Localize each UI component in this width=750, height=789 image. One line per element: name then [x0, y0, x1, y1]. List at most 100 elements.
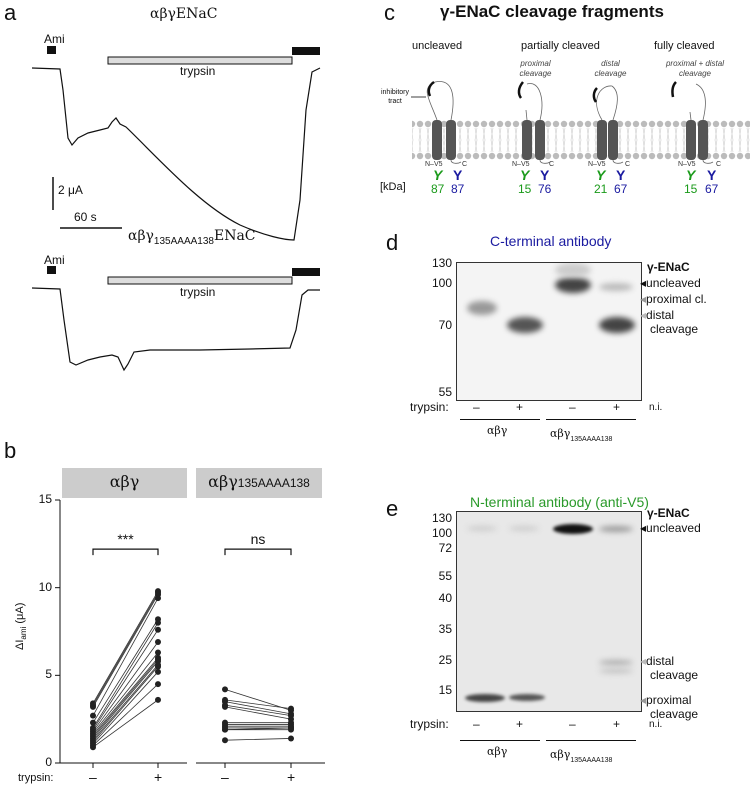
point-untreated	[90, 719, 96, 726]
state-fully-cleaved: fully cleaved	[654, 40, 715, 52]
lane-e-1: –	[473, 717, 480, 731]
point-trypsin	[288, 719, 294, 726]
trypsin-label-1: trypsin	[180, 64, 216, 78]
ladder-d-70: 70	[438, 318, 452, 332]
y-label-main: ΔI	[14, 639, 26, 650]
band-e-lane4-distal	[599, 660, 633, 665]
ladder-e-55: 55	[438, 569, 452, 583]
group-d-line-1	[460, 419, 540, 420]
point-trypsin	[288, 721, 294, 728]
ladder-e-72: 72	[438, 541, 452, 555]
point-untreated	[222, 726, 228, 733]
cterm-label: C	[625, 161, 631, 168]
kda-c-value: 76	[538, 182, 552, 196]
cterm-label: C	[549, 161, 555, 168]
point-untreated	[222, 719, 228, 726]
group-header-mutant-main: αβγ	[208, 472, 238, 491]
lane-d-1: –	[473, 400, 480, 414]
pair-line	[92, 622, 159, 729]
point-untreated	[222, 724, 228, 731]
point-trypsin	[288, 735, 294, 742]
group-e-label-2-main: αβγ	[550, 748, 571, 761]
label-d-uncleaved-text: uncleaved	[646, 276, 701, 290]
v5-antibody-icon: Y	[686, 167, 696, 183]
x-tick-label: +	[287, 769, 296, 785]
cterm-label: C	[462, 161, 468, 168]
point-untreated	[222, 726, 228, 733]
trace1-title: αβγENaC	[150, 6, 218, 22]
lane-d-ni: n.i.	[649, 402, 663, 413]
group-d-label-1: αβγ	[487, 424, 508, 437]
pair-line	[224, 701, 292, 715]
point-trypsin	[155, 654, 161, 661]
kda-n-value: 15	[684, 182, 698, 196]
pair-line	[224, 727, 292, 731]
band-e-lane4-uncleaved	[599, 526, 633, 532]
y-label-unit: (μA)	[14, 602, 26, 624]
y-tick-label: 5	[45, 667, 52, 682]
point-untreated	[222, 696, 228, 703]
point-trypsin	[155, 591, 161, 598]
group-e-line-2	[546, 740, 636, 741]
significance-bracket	[92, 548, 159, 556]
band-d-lane3-uncleaved	[555, 277, 591, 293]
scale-time-label: 60 s	[74, 210, 97, 224]
point-trypsin	[155, 658, 161, 665]
panel-letter-c: c	[384, 0, 395, 25]
point-trypsin	[155, 656, 161, 663]
label-e-enac: γ-ENaC	[647, 506, 690, 520]
pair-line	[92, 592, 159, 706]
blot-e	[456, 511, 642, 712]
panel-letter-b: b	[4, 438, 17, 463]
point-trypsin	[155, 588, 161, 595]
point-trypsin	[288, 707, 294, 714]
lipid-bilayer	[412, 120, 750, 160]
state-uncleaved: uncleaved	[412, 40, 463, 52]
lane-e-ni: n.i.	[649, 719, 663, 730]
pair-line	[92, 594, 159, 708]
kda-c-value: 67	[614, 182, 628, 196]
lane-d-4: +	[613, 400, 621, 414]
band-d-lane4	[599, 317, 635, 333]
band-d-lane1	[467, 301, 497, 315]
point-untreated	[90, 724, 96, 731]
trypsin-bar-2	[107, 276, 293, 285]
group-e-line-1	[460, 740, 540, 741]
ami-bar-end-1	[292, 47, 320, 55]
panel-c-title: γ-ENaC cleavage fragments	[440, 2, 664, 21]
label-e-proximal-text: proximal cleavage	[646, 693, 699, 721]
band-e-lane2-proximal	[509, 694, 545, 701]
point-trypsin	[155, 595, 161, 602]
pair-line	[92, 699, 159, 748]
group-d-line-2	[546, 419, 636, 420]
point-untreated	[90, 726, 96, 733]
point-untreated	[222, 737, 228, 744]
pair-line	[92, 671, 159, 744]
ami-marker-2	[47, 266, 56, 274]
point-untreated	[90, 731, 96, 738]
band-d-lane3-smear	[555, 263, 591, 277]
point-untreated	[90, 700, 96, 707]
x-tick-label: –	[89, 769, 97, 785]
group-header-wt: αβγ	[62, 468, 187, 498]
ami-label-2: Ami	[44, 253, 65, 267]
point-untreated	[90, 733, 96, 740]
y-axis-label: ΔIami (μA)	[14, 603, 28, 650]
ladder-e-15: 15	[438, 683, 452, 697]
group-e-label-1: αβγ	[487, 745, 508, 758]
trypsin-axis-label: trypsin:	[18, 772, 54, 784]
pair-line	[224, 688, 292, 711]
kda-n-value: 21	[594, 182, 608, 196]
nterm-label: N–V5	[512, 161, 530, 168]
point-untreated	[90, 703, 96, 710]
band-e-lane1-proximal	[465, 694, 505, 702]
x-tick-label: +	[154, 769, 163, 785]
label-d-proximal: ◂proximal cl.	[640, 292, 707, 306]
trace2-title: αβγ135AAAA138ENaC	[128, 228, 256, 247]
x-tick-label: –	[221, 769, 229, 785]
band-e-lane2-faint	[509, 526, 539, 531]
group-d-label-2-main: αβγ	[550, 427, 571, 440]
v5-antibody-icon: Y	[520, 167, 530, 183]
band-d-lane2	[507, 317, 543, 333]
